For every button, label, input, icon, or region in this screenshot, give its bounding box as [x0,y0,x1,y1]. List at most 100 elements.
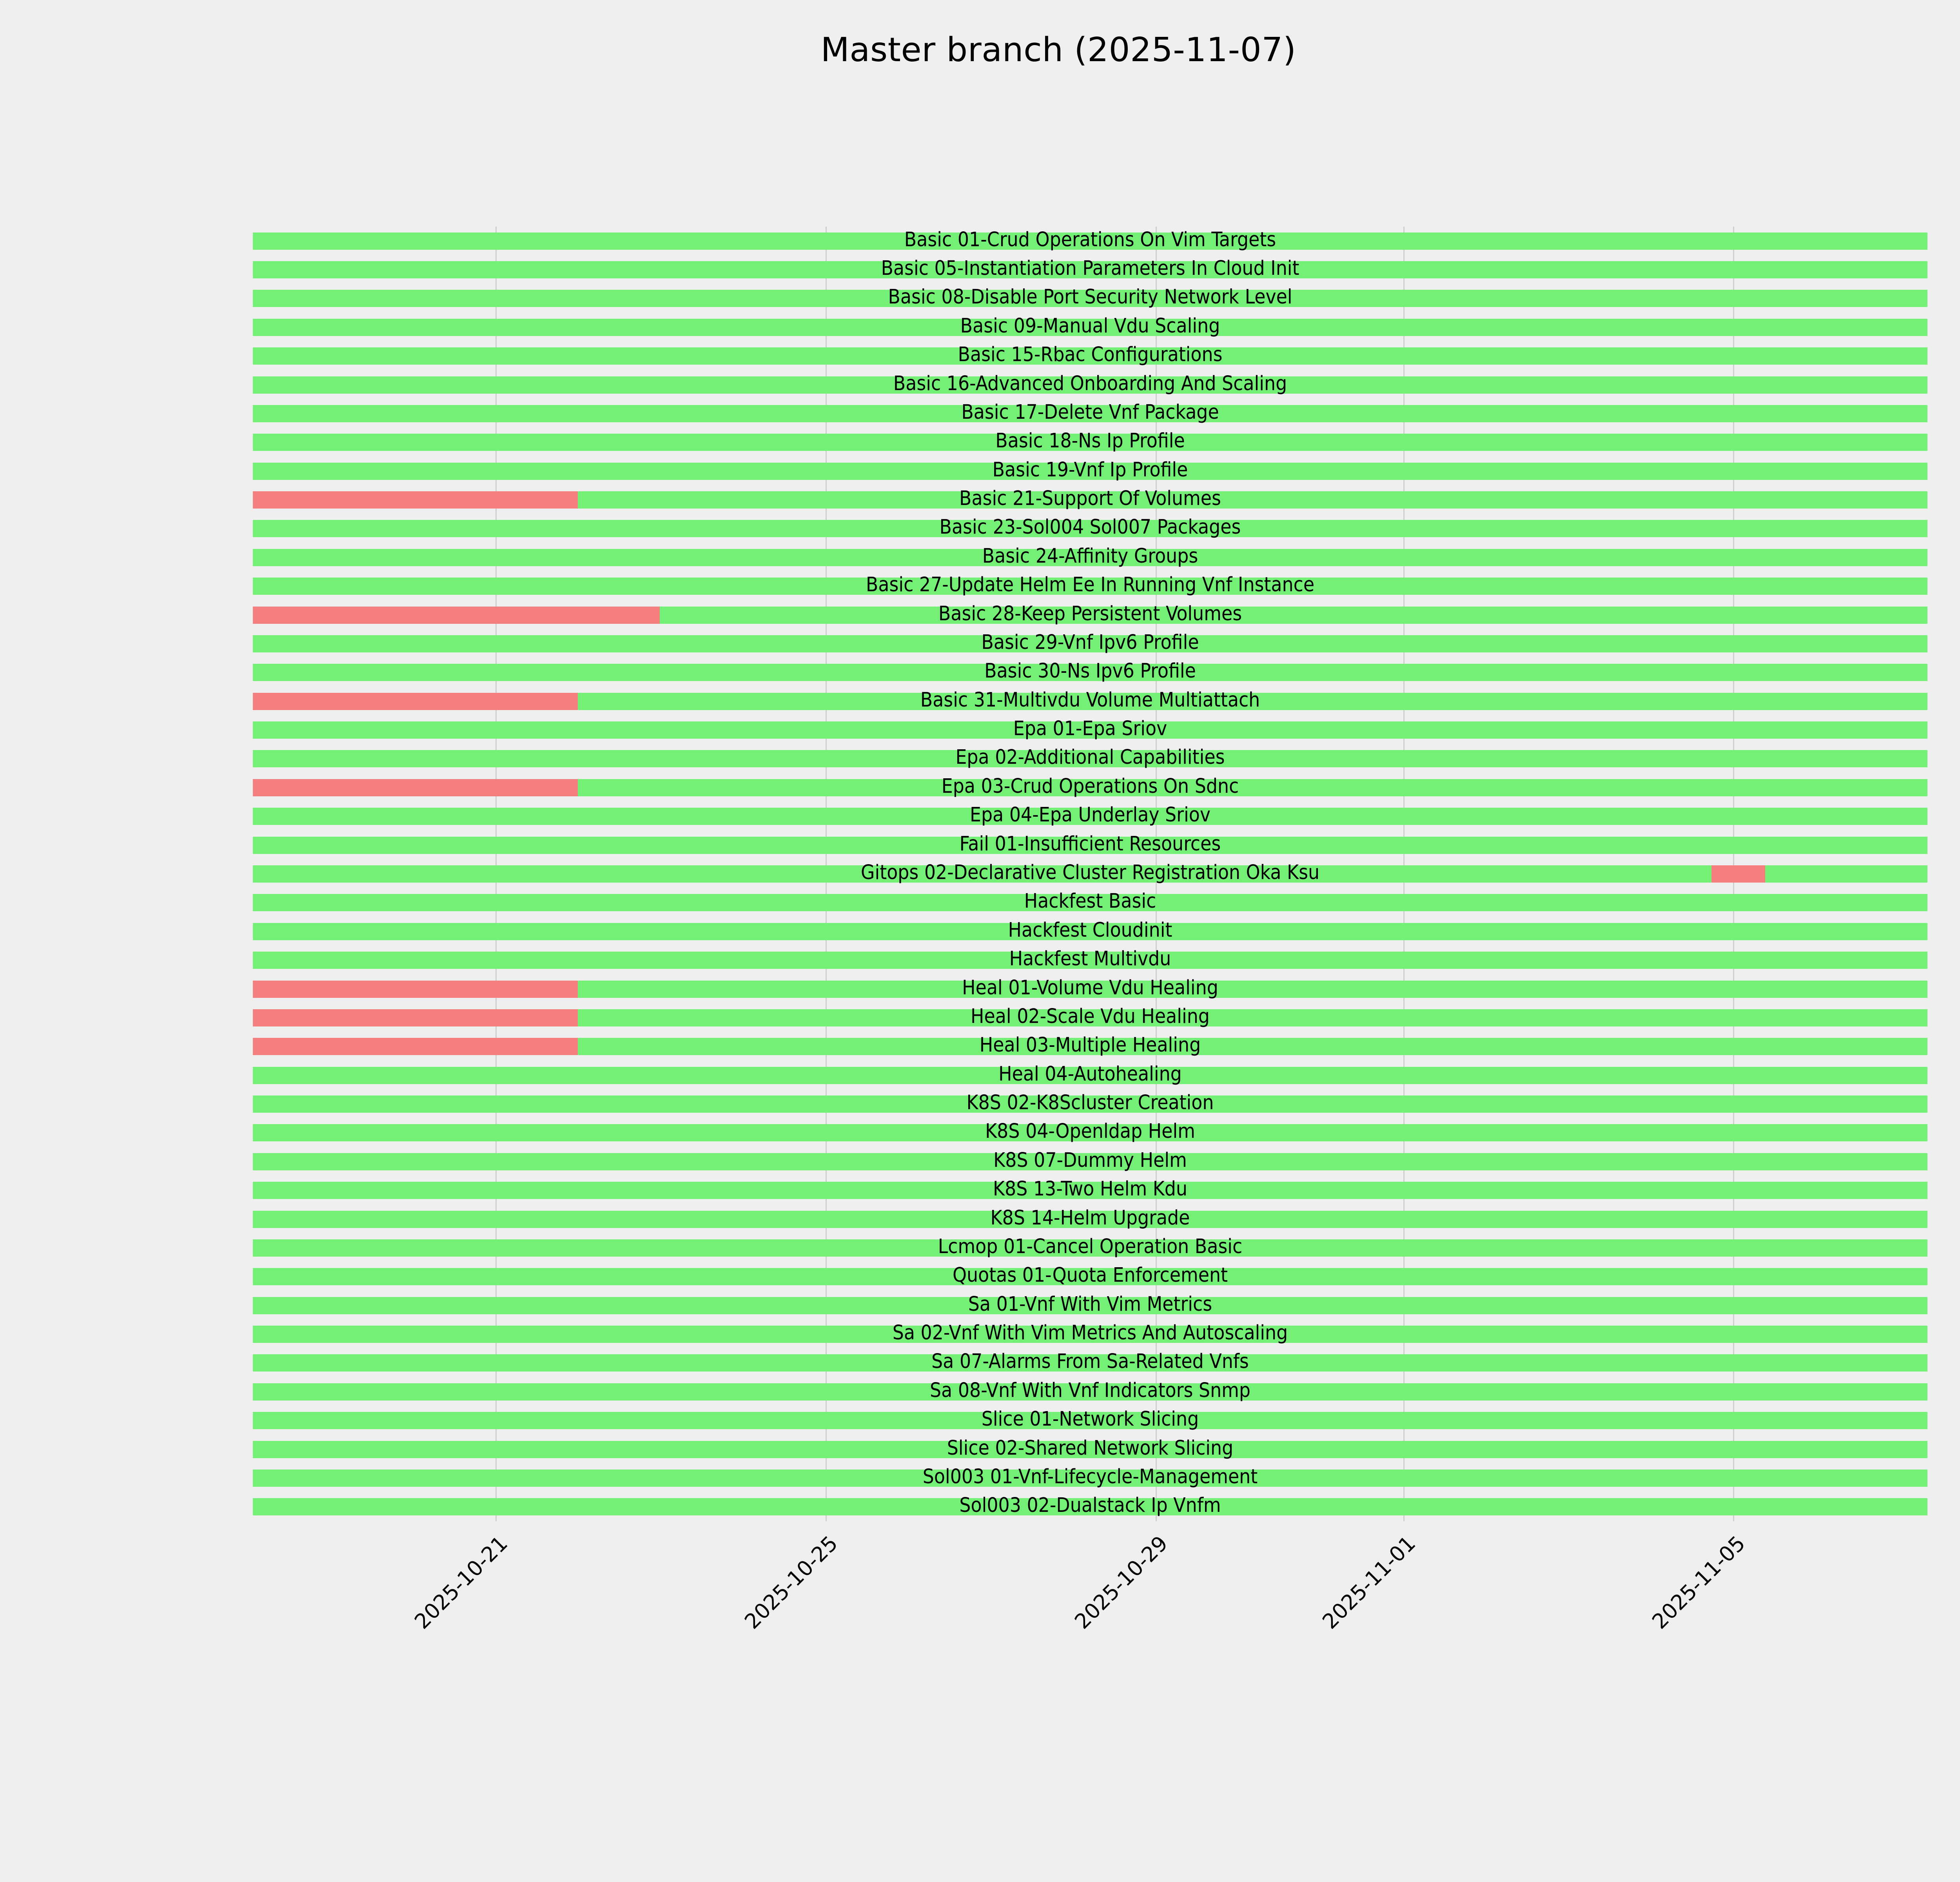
table-row[interactable] [253,232,1927,250]
bar-segment-fail[interactable] [253,606,660,624]
table-row[interactable] [253,1182,1927,1199]
table-row[interactable] [253,779,1927,796]
table-row[interactable] [253,808,1927,825]
bar-segment-pass[interactable] [253,721,1927,739]
bar-segment-pass[interactable] [253,1182,1927,1199]
table-row[interactable] [253,462,1927,480]
bar-segment-pass[interactable] [253,1469,1927,1487]
bar-segment-pass[interactable] [253,1297,1927,1314]
bar-segment-fail[interactable] [253,491,578,509]
table-row[interactable] [253,1038,1927,1055]
bar-segment-pass[interactable] [253,923,1927,940]
table-row[interactable] [253,635,1927,652]
table-row[interactable] [253,923,1927,940]
bar-segment-pass[interactable] [253,1268,1927,1286]
bar-segment-pass[interactable] [253,232,1927,250]
table-row[interactable] [253,664,1927,681]
table-row[interactable] [253,261,1927,279]
bar-segment-fail[interactable] [253,980,578,998]
table-row[interactable] [253,1498,1927,1516]
table-row[interactable] [253,1210,1927,1228]
table-row[interactable] [253,721,1927,739]
table-row[interactable] [253,1297,1927,1314]
table-row[interactable] [253,1268,1927,1286]
bar-segment-pass[interactable] [253,290,1927,307]
bar-segment-pass[interactable] [577,692,1927,710]
bar-segment-pass[interactable] [577,1009,1927,1026]
bar-segment-fail[interactable] [1711,865,1765,883]
table-row[interactable] [253,606,1927,624]
bar-segment-pass[interactable] [253,1239,1927,1257]
bar-segment-pass[interactable] [253,405,1927,422]
bar-segment-pass[interactable] [253,1412,1927,1430]
bar-segment-pass[interactable] [577,779,1927,796]
bar-segment-pass[interactable] [253,894,1927,912]
bar-segment-pass[interactable] [253,1441,1927,1458]
bar-segment-pass[interactable] [253,1326,1927,1343]
table-row[interactable] [253,491,1927,509]
table-row[interactable] [253,1469,1927,1487]
bar-segment-pass[interactable] [253,318,1927,336]
bar-segment-pass[interactable] [660,606,1927,624]
bar-segment-pass[interactable] [253,1498,1927,1516]
table-row[interactable] [253,405,1927,422]
bar-segment-fail[interactable] [253,779,578,796]
table-row[interactable] [253,434,1927,451]
bar-segment-pass[interactable] [253,1066,1927,1084]
bar-segment-pass[interactable] [253,434,1927,451]
table-row[interactable] [253,520,1927,538]
table-row[interactable] [253,865,1927,883]
table-row[interactable] [253,894,1927,912]
table-row[interactable] [253,836,1927,854]
bar-segment-pass[interactable] [253,865,1711,883]
bar-segment-pass[interactable] [253,952,1927,969]
bar-segment-pass[interactable] [253,750,1927,768]
bar-segment-fail[interactable] [253,692,578,710]
bar-segment-pass[interactable] [577,1038,1927,1055]
bar-segment-fail[interactable] [253,1038,578,1055]
x-tick-label-0: 2025-10-21 [410,1531,513,1634]
bar-segment-pass[interactable] [253,520,1927,538]
bar-segment-pass[interactable] [253,836,1927,854]
table-row[interactable] [253,1066,1927,1084]
table-row[interactable] [253,347,1927,365]
bar-segment-pass[interactable] [253,808,1927,825]
table-row[interactable] [253,1412,1927,1430]
bar-segment-pass[interactable] [253,635,1927,652]
bar-segment-pass[interactable] [253,549,1927,566]
bar-segment-pass[interactable] [253,664,1927,681]
table-row[interactable] [253,1009,1927,1026]
bar-segment-pass[interactable] [253,1124,1927,1142]
table-row[interactable] [253,750,1927,768]
table-row[interactable] [253,980,1927,998]
table-row[interactable] [253,952,1927,969]
bar-segment-fail[interactable] [253,1009,578,1026]
bar-segment-pass[interactable] [253,1354,1927,1372]
table-row[interactable] [253,1239,1927,1257]
table-row[interactable] [253,549,1927,566]
bar-segment-pass[interactable] [1765,865,1927,883]
bar-segment-pass[interactable] [577,980,1927,998]
table-row[interactable] [253,1354,1927,1372]
table-row[interactable] [253,318,1927,336]
table-row[interactable] [253,1124,1927,1142]
table-row[interactable] [253,578,1927,595]
bar-segment-pass[interactable] [577,491,1927,509]
table-row[interactable] [253,290,1927,307]
table-row[interactable] [253,1095,1927,1113]
bar-segment-pass[interactable] [253,1210,1927,1228]
bar-segment-pass[interactable] [253,261,1927,279]
table-row[interactable] [253,1153,1927,1170]
table-row[interactable] [253,376,1927,394]
table-row[interactable] [253,1383,1927,1401]
bar-segment-pass[interactable] [253,1383,1927,1401]
bar-segment-pass[interactable] [253,1153,1927,1170]
bar-segment-pass[interactable] [253,376,1927,394]
table-row[interactable] [253,1326,1927,1343]
table-row[interactable] [253,692,1927,710]
bar-segment-pass[interactable] [253,1095,1927,1113]
bar-segment-pass[interactable] [253,462,1927,480]
table-row[interactable] [253,1441,1927,1458]
bar-segment-pass[interactable] [253,578,1927,595]
bar-segment-pass[interactable] [253,347,1927,365]
